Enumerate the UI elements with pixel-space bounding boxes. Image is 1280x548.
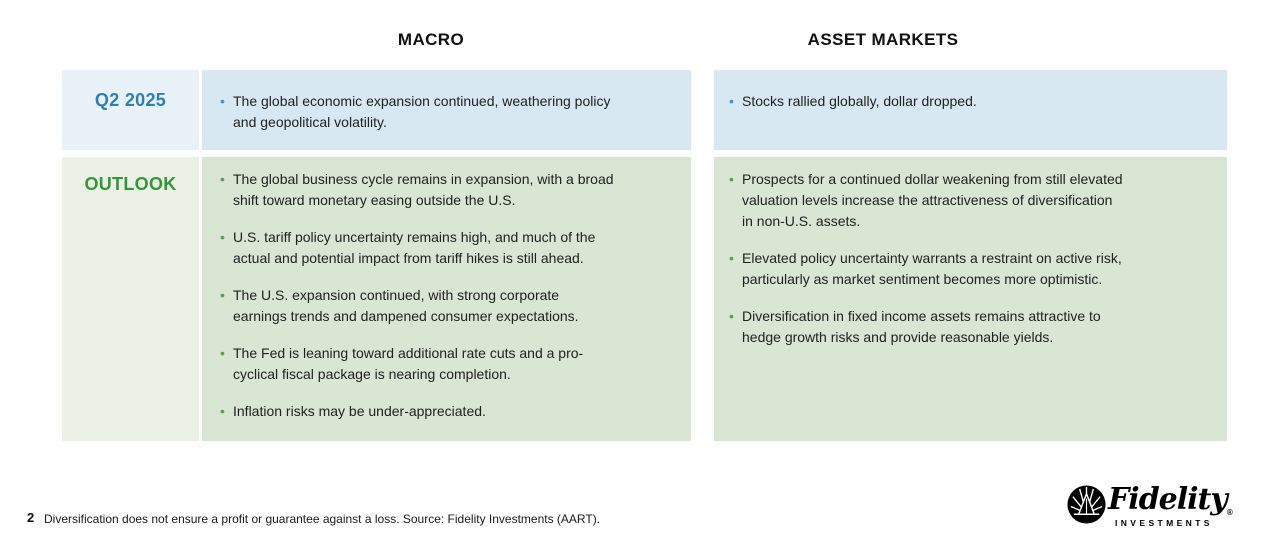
bullet-text: Elevated policy uncertainty warrants a r… xyxy=(742,250,1122,287)
column-header-macro: MACRO xyxy=(397,30,465,49)
bullet-icon: • xyxy=(729,250,734,266)
bullet-item: • The U.S. expansion continued, with str… xyxy=(220,285,675,327)
bullet-icon: • xyxy=(729,93,734,109)
bullet-item: • U.S. tariff policy uncertainty remains… xyxy=(220,227,675,269)
row-label-outlook: OUTLOOK xyxy=(84,174,177,194)
bullet-item: • Prospects for a continued dollar weake… xyxy=(729,169,1211,232)
bullet-icon: • xyxy=(220,287,225,303)
bullet-text: Stocks rallied globally, dollar dropped. xyxy=(742,93,977,109)
bullet-item: • The Fed is leaning toward additional r… xyxy=(220,343,675,385)
bullet-item: • Diversification in fixed income assets… xyxy=(729,306,1211,348)
bullet-icon: • xyxy=(220,403,225,419)
cell-outlook-asset-markets: • Prospects for a continued dollar weake… xyxy=(714,157,1227,441)
fidelity-logo: Fidelity® INVESTMENTS xyxy=(1067,485,1233,528)
bullet-item: • The global business cycle remains in e… xyxy=(220,169,675,211)
cell-q2-macro: • The global economic expansion continue… xyxy=(202,70,691,150)
bullet-text: The Fed is leaning toward additional rat… xyxy=(233,345,584,382)
bullet-text: The global business cycle remains in exp… xyxy=(233,171,614,208)
bullet-item: • The global economic expansion continue… xyxy=(220,91,675,133)
bullet-icon: • xyxy=(220,345,225,361)
fidelity-pyramid-icon xyxy=(1067,485,1106,524)
cell-outlook-macro: • The global business cycle remains in e… xyxy=(202,157,691,441)
bullet-item: • Inflation risks may be under-appreciat… xyxy=(220,401,675,422)
row-label-q2-2025: Q2 2025 xyxy=(94,90,167,110)
bullet-text: The U.S. expansion continued, with stron… xyxy=(233,287,579,324)
bullet-item: • Elevated policy uncertainty warrants a… xyxy=(729,248,1211,290)
bullet-icon: • xyxy=(729,308,734,324)
footnote: Diversification does not ensure a profit… xyxy=(44,512,601,526)
bullet-icon: • xyxy=(220,171,225,187)
bullet-text: Diversification in fixed income assets r… xyxy=(742,308,1101,345)
row-label-cell-outlook: OUTLOOK xyxy=(62,157,199,441)
cell-q2-asset-markets: • Stocks rallied globally, dollar droppe… xyxy=(714,70,1227,150)
registered-trademark-icon: ® xyxy=(1226,508,1233,517)
bullet-icon: • xyxy=(729,171,734,187)
bullet-text: The global economic expansion continued,… xyxy=(233,93,611,130)
bullet-text: Inflation risks may be under-appreciated… xyxy=(233,403,486,419)
bullet-icon: • xyxy=(220,93,225,109)
bullet-text: Prospects for a continued dollar weakeni… xyxy=(742,171,1123,229)
bullet-icon: • xyxy=(220,229,225,245)
logo-sub-text: INVESTMENTS xyxy=(1115,518,1213,528)
logo-text: Fidelity® INVESTMENTS xyxy=(1108,482,1233,529)
column-header-asset-markets: ASSET MARKETS xyxy=(807,30,959,49)
page-number: 2 xyxy=(27,510,35,525)
row-label-cell-q2-2025: Q2 2025 xyxy=(62,70,199,150)
logo-brand-name: Fidelity xyxy=(1108,482,1228,517)
bullet-item: • Stocks rallied globally, dollar droppe… xyxy=(729,91,1211,112)
bullet-text: U.S. tariff policy uncertainty remains h… xyxy=(233,229,596,266)
